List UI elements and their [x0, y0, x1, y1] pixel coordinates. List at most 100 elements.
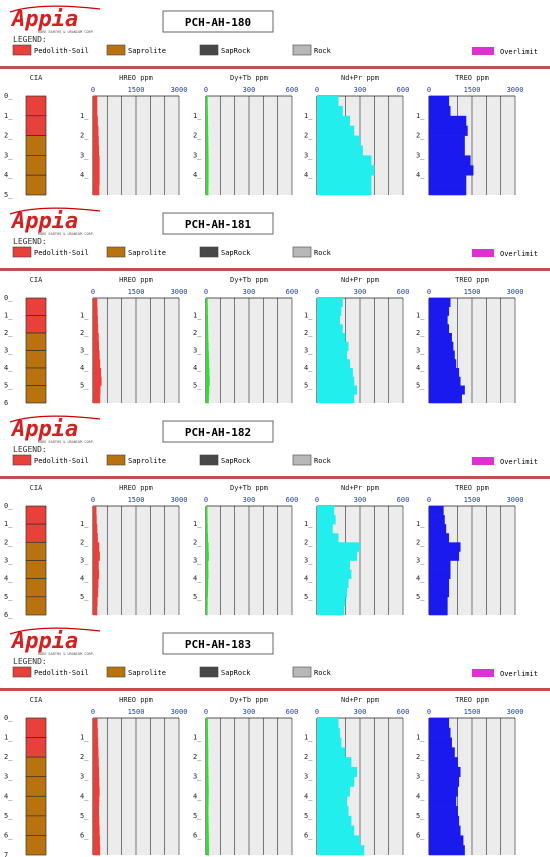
appia-logo: Appia: [10, 629, 78, 654]
panel-depth-tick: 2_: [416, 753, 425, 761]
bar-dytb: [206, 515, 208, 525]
legend-title: LEGEND:: [13, 657, 47, 666]
bar-ndpr: [317, 524, 333, 534]
depth-tick-label: 0_: [4, 294, 13, 302]
panel-depth-tick: 1_: [80, 312, 89, 320]
bar-ndpr: [317, 757, 352, 768]
bar-ndpr: [317, 368, 353, 378]
appia-logo: Appia: [10, 7, 78, 32]
bar-hreo: [93, 368, 102, 378]
bar-hreo: [93, 727, 98, 738]
bar-treo: [429, 796, 457, 807]
bar-treo: [429, 376, 461, 386]
bar-ndpr: [317, 394, 355, 404]
panel-depth-tick: 1_: [193, 312, 202, 320]
panel-depth-tick: 4_: [304, 575, 313, 583]
panel-depth-tick: 2_: [80, 132, 89, 140]
bar-ndpr: [317, 315, 340, 325]
panel-tick-label: 300: [354, 496, 367, 504]
panel-depth-tick: 6_: [80, 831, 89, 839]
bar-hreo: [93, 145, 100, 156]
bar-dytb: [206, 806, 209, 817]
bar-treo: [429, 165, 474, 176]
panel-tick-label: 300: [354, 708, 367, 716]
bar-dytb: [206, 175, 209, 186]
panel-tick-label: 0: [91, 496, 95, 504]
panel-label-hreo: HREO ppm: [119, 696, 153, 704]
bar-dytb: [206, 394, 209, 404]
cia-layer: [25, 385, 47, 404]
depth-tick-label: 2_: [4, 538, 13, 546]
legend-label: SapRock: [221, 249, 251, 257]
panel-depth-tick: 4_: [80, 171, 89, 179]
cia-layer: [25, 315, 47, 334]
panel-depth-tick: 1_: [80, 112, 89, 120]
panel-depth-tick: 4_: [304, 792, 313, 800]
cia-label: CIA: [30, 696, 43, 704]
panel-depth-tick: 1_: [416, 520, 425, 528]
bar-ndpr: [317, 145, 363, 156]
panel-depth-tick: 1_: [304, 312, 313, 320]
panel-label-treo: TREO ppm: [455, 276, 489, 284]
legend-swatch: [292, 454, 312, 466]
depth-tick-label: 3_: [4, 347, 13, 355]
legend-swatch: [292, 246, 312, 258]
panel-depth-tick: 5_: [80, 593, 89, 601]
bar-hreo: [93, 135, 99, 146]
bar-dytb: [206, 524, 208, 534]
bar-treo: [429, 175, 467, 186]
bar-hreo: [93, 298, 98, 308]
bar-dytb: [206, 306, 208, 316]
bar-dytb: [206, 341, 209, 351]
bar-hreo: [93, 341, 100, 351]
panel-tick-label: 0: [91, 708, 95, 716]
bar-treo: [429, 757, 458, 768]
panel-tick-label: 300: [243, 86, 256, 94]
panel-depth-tick: 1_: [193, 734, 202, 742]
overlimit-label: Overlimit: [500, 250, 538, 258]
panel-depth-tick: 2_: [193, 329, 202, 337]
panel-depth-tick: 2_: [416, 329, 425, 337]
bar-treo: [429, 533, 450, 543]
depth-tick-label: 4_: [4, 171, 13, 179]
bar-ndpr: [317, 718, 339, 729]
panel-depth-tick: 2_: [193, 132, 202, 140]
bar-hreo: [93, 394, 101, 404]
legend-title: LEGEND:: [13, 237, 47, 246]
panel-depth-tick: 6_: [304, 831, 313, 839]
panel-depth-tick: 3_: [80, 347, 89, 355]
depth-tick-label: 3_: [4, 151, 13, 159]
panel-tick-label: 300: [243, 708, 256, 716]
bar-dytb: [206, 605, 208, 616]
bar-hreo: [93, 747, 99, 758]
panel-tick-label: 3000: [507, 288, 524, 296]
bar-ndpr: [317, 542, 360, 552]
cia-layer: [25, 350, 47, 369]
panel-tick-label: 1500: [464, 708, 481, 716]
bar-dytb: [206, 315, 209, 325]
panel-depth-tick: 5_: [416, 382, 425, 390]
panel-depth-tick: 3_: [193, 773, 202, 781]
overlimit-swatch: [472, 669, 494, 677]
hole-title: PCH-AH-180: [185, 16, 251, 29]
panel-tick-label: 1500: [128, 86, 145, 94]
bar-dytb: [206, 115, 209, 126]
legend-swatch: [199, 454, 219, 466]
legend-label: Rock: [314, 457, 332, 465]
legend-swatch: [12, 44, 32, 56]
bar-hreo: [93, 806, 100, 817]
overlimit-swatch: [472, 457, 494, 465]
panel-tick-label: 0: [91, 86, 95, 94]
panel-tick-label: 0: [427, 288, 431, 296]
panel-tick-label: 0: [427, 708, 431, 716]
bar-ndpr: [317, 175, 372, 186]
panel-tick-label: 600: [286, 86, 299, 94]
panel-label-treo: TREO ppm: [455, 696, 489, 704]
panel-depth-tick: 2_: [304, 132, 313, 140]
bar-ndpr: [317, 135, 360, 146]
legend-title: LEGEND:: [13, 35, 47, 44]
legend-swatch: [12, 666, 32, 678]
panel-depth-tick: 1_: [80, 520, 89, 528]
bar-ndpr: [317, 533, 339, 543]
section-divider: [0, 268, 550, 271]
